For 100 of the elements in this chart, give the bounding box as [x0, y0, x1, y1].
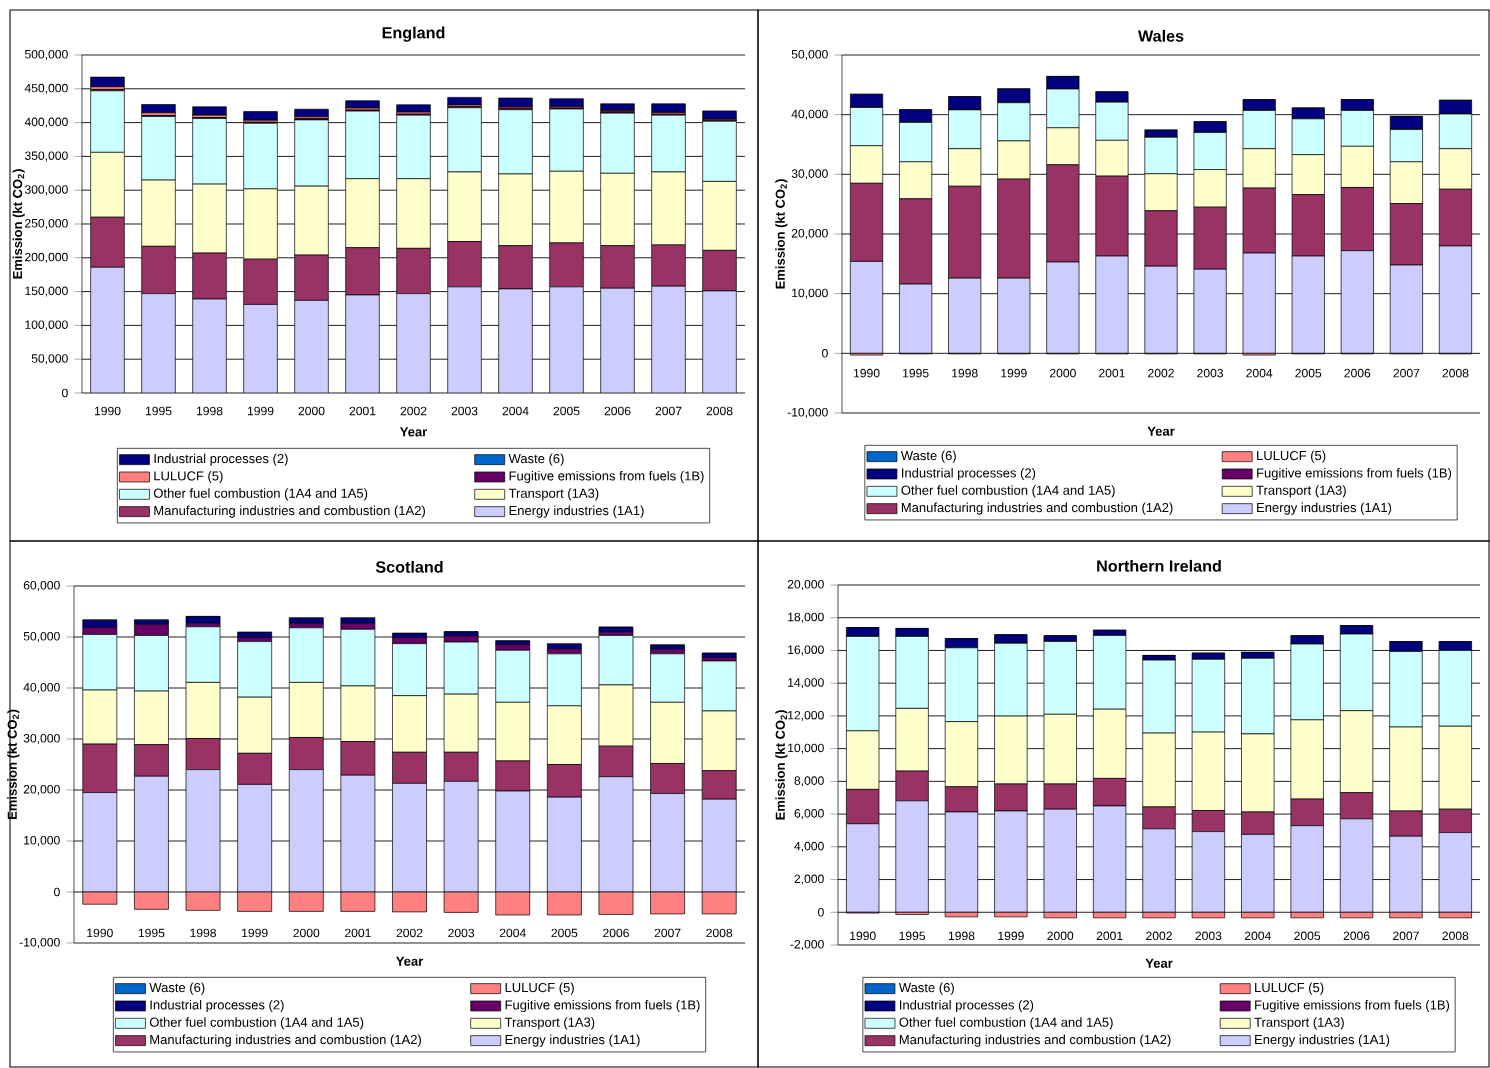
- legend-label: Energy industries (1A1): [1255, 1034, 1390, 1047]
- y-tick-label: 30,000: [23, 734, 60, 745]
- y-tick-label: 20,000: [791, 229, 828, 239]
- legend-label: Other fuel combustion (1A4 and 1A5): [149, 1017, 364, 1030]
- x-tick-label: 1995: [899, 931, 926, 941]
- y-tick-label: 10,000: [24, 836, 60, 846]
- x-tick-label: 2000: [1049, 368, 1076, 378]
- chart-title: England: [382, 26, 445, 42]
- x-tick-label: 2006: [1344, 368, 1371, 378]
- x-tick-label: 1995: [903, 368, 929, 378]
- legend-label: LULUCF (5): [1255, 982, 1324, 995]
- legend-label: Industrial processes (2): [900, 999, 1034, 1013]
- x-axis-title: Year: [399, 427, 428, 437]
- y-tick-label: 18,000: [788, 612, 824, 623]
- x-tick-label: 2002: [400, 406, 427, 416]
- x-tick-label: 2008: [1442, 931, 1469, 941]
- y-tick-label: 40,000: [791, 109, 828, 120]
- y-tick-label: 0: [822, 349, 828, 358]
- y-tick-label: 450,000: [24, 83, 68, 94]
- x-tick-label: 2008: [706, 406, 733, 416]
- y-tick-label: 6,000: [794, 809, 824, 820]
- legend-label: Other fuel combustion (1A4 and 1A5): [899, 1017, 1113, 1030]
- chart-title: Wales: [1137, 29, 1184, 42]
- x-tick-label: 1990: [850, 931, 876, 941]
- y-tick-label: 50,000: [791, 50, 828, 60]
- y-tick-label: 14,000: [788, 678, 824, 689]
- y-tick-label: 30,000: [791, 169, 828, 180]
- y-axis-title: Emission (kt CO$_{2}$): [7, 709, 20, 819]
- x-tick-label: 1999: [1001, 368, 1027, 378]
- y-tick-label: 250,000: [25, 218, 68, 229]
- x-tick-label: 2005: [553, 406, 580, 416]
- x-tick-label: 2004: [1246, 368, 1273, 378]
- legend-label: LULUCF (5): [1257, 450, 1326, 463]
- x-tick-label: 2008: [706, 928, 733, 938]
- y-tick-label: 10,000: [792, 288, 828, 299]
- x-tick-label: 2005: [1294, 931, 1321, 941]
- x-tick-label: 1998: [190, 928, 217, 938]
- legend-label: Energy industries (1A1): [505, 1034, 640, 1047]
- y-axis-title: Emission (kt CO$_{2}$): [775, 710, 788, 820]
- x-tick-label: 2001: [349, 406, 376, 416]
- legend-label: Other fuel combustion (1A4 and 1A5): [153, 488, 368, 501]
- x-tick-label: 2003: [451, 406, 478, 416]
- legend-label: Transport (1A3): [1256, 485, 1346, 498]
- legend-label: Industrial processes (2): [154, 453, 288, 466]
- legend-label: Waste (6): [900, 450, 956, 463]
- x-tick-label: 2006: [603, 928, 629, 938]
- y-tick-label: 50,000: [31, 354, 68, 365]
- x-tick-label: 2002: [1148, 368, 1174, 378]
- legend-label: Waste (6): [898, 982, 954, 995]
- y-tick-label: 60,000: [23, 581, 60, 592]
- legend-label: LULUCF (5): [154, 470, 223, 484]
- y-tick-label: 16,000: [788, 645, 824, 656]
- legend-label: Fugitive emissions from fuels (1B): [1255, 999, 1450, 1013]
- x-tick-label: 2007: [1393, 368, 1420, 378]
- x-tick-label: 1998: [952, 368, 978, 378]
- y-tick-label: 100,000: [25, 320, 68, 331]
- legend-label: Manufacturing industries and combustion (1A2): [899, 1034, 1171, 1047]
- x-tick-label: 2002: [396, 928, 423, 938]
- legend-label: Transport (1A3): [1254, 1017, 1344, 1030]
- y-tick-label: 350,000: [24, 151, 68, 162]
- y-axis-title: Emission (kt CO$_{2}$): [12, 169, 25, 279]
- x-tick-label: 2000: [1047, 931, 1074, 941]
- x-tick-label: 1999: [242, 928, 268, 938]
- x-tick-label: 2006: [604, 406, 631, 416]
- x-tick-label: 2004: [502, 406, 529, 416]
- y-tick-label: 150,000: [25, 286, 68, 297]
- x-tick-label: 2003: [448, 928, 475, 938]
- legend-label: Waste (6): [508, 453, 564, 466]
- legend-label: Fugitive emissions from fuels (1B): [505, 999, 700, 1013]
- legend-label: Other fuel combustion (1A4 and 1A5): [901, 485, 1115, 498]
- x-tick-label: 2002: [1146, 931, 1172, 941]
- x-tick-label: 1999: [247, 406, 274, 416]
- x-tick-label: 2004: [1244, 931, 1271, 941]
- x-tick-label: 2001: [1099, 368, 1125, 378]
- y-tick-label: 0: [818, 907, 824, 917]
- x-tick-label: 1998: [196, 406, 223, 416]
- x-tick-label: 2007: [1393, 931, 1419, 941]
- legend-label: Industrial processes (2): [150, 999, 284, 1013]
- x-axis-title: Year: [395, 956, 424, 966]
- x-tick-label: 2003: [1197, 368, 1224, 378]
- y-tick-label: 4,000: [794, 841, 824, 852]
- x-tick-label: 2005: [1295, 368, 1322, 378]
- y-tick-label: 400,000: [24, 117, 68, 128]
- y-tick-label: 0: [62, 388, 68, 398]
- legend-label: Transport (1A3): [508, 488, 599, 501]
- y-tick-label: 300,000: [24, 185, 68, 196]
- y-tick-label: -10,000: [19, 938, 60, 948]
- y-tick-label: 10,000: [788, 743, 824, 754]
- legend-label: Waste (6): [149, 982, 205, 995]
- y-tick-label: -10,000: [787, 407, 828, 418]
- x-tick-label: 2003: [1195, 931, 1222, 941]
- chart-title: Northern Ireland: [1097, 559, 1221, 572]
- x-tick-label: 2007: [654, 928, 681, 938]
- legend-label: Energy industries (1A1): [509, 505, 644, 518]
- legend-label: Fugitive emissions from fuels (1B): [509, 470, 704, 484]
- y-tick-label: 8,000: [794, 776, 824, 787]
- y-tick-label: 12,000: [788, 710, 824, 721]
- chart-title: Scotland: [375, 560, 443, 573]
- y-tick-label: 2,000: [794, 874, 824, 885]
- x-tick-label: 1995: [145, 406, 172, 416]
